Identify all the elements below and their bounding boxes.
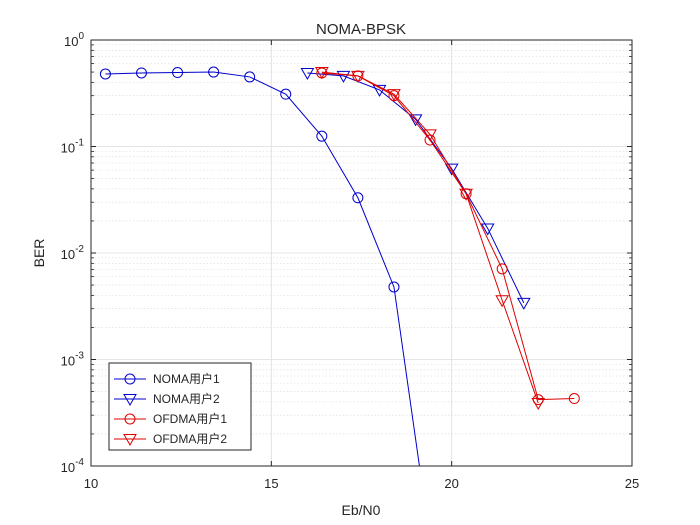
grid xyxy=(90,39,633,467)
x-axis-label: Eb/N0 xyxy=(342,502,381,518)
legend-label: NOMA用户2 xyxy=(153,391,220,406)
series-line xyxy=(105,71,420,466)
series-2 xyxy=(300,67,531,310)
data-point xyxy=(387,89,401,102)
data-point xyxy=(388,281,400,293)
y-tick-label: 10-3 xyxy=(61,351,85,369)
legend-marker xyxy=(124,373,136,385)
legend-label: OFDMA用户1 xyxy=(153,411,227,426)
data-point xyxy=(516,297,531,310)
axes: 10 15 20 25 10-4 10-3 10-2 10-1 100 xyxy=(61,31,640,491)
y-tick-label: 100 xyxy=(64,31,84,49)
data-point xyxy=(280,88,292,100)
data-point xyxy=(135,67,147,79)
series-line xyxy=(321,71,539,404)
data-point xyxy=(480,223,495,236)
data-point xyxy=(495,295,510,308)
data-point xyxy=(372,84,387,97)
y-tick-label: 10-4 xyxy=(61,457,85,475)
legend-marker xyxy=(124,413,136,425)
x-tick-label: 25 xyxy=(625,476,639,491)
y-tick-label: 10-2 xyxy=(61,244,85,262)
legend-label: OFDMA用户2 xyxy=(153,431,227,446)
series-4 xyxy=(314,67,546,411)
data-point xyxy=(408,114,423,127)
data-point xyxy=(316,130,328,142)
legend-marker xyxy=(123,394,137,407)
data-point xyxy=(531,398,546,411)
data-point xyxy=(208,66,220,78)
data-point xyxy=(423,129,437,142)
legend-box xyxy=(108,362,252,451)
y-tick-label: 10-1 xyxy=(61,138,85,156)
series-line xyxy=(307,72,525,304)
data-point xyxy=(568,393,580,405)
y-axis-label: BER xyxy=(31,239,47,268)
legend: NOMA用户1 NOMA用户2 OFDMA用户1 OFDMA用户2 xyxy=(108,362,252,451)
x-tick-label: 20 xyxy=(444,476,458,491)
data-point xyxy=(314,67,329,80)
data-point xyxy=(99,68,111,80)
legend-label: NOMA用户1 xyxy=(153,371,220,386)
x-tick-label: 15 xyxy=(264,476,278,491)
data-point xyxy=(459,188,473,201)
chart-title: NOMA-BPSK xyxy=(316,21,406,38)
series-layer xyxy=(99,66,580,466)
data-point xyxy=(244,71,256,83)
series-1 xyxy=(99,66,420,466)
data-point xyxy=(496,263,508,275)
data-point xyxy=(444,163,459,176)
data-point xyxy=(172,67,184,79)
data-point xyxy=(300,67,315,81)
axes-frame xyxy=(90,39,633,467)
x-tick-label: 10 xyxy=(84,476,98,491)
data-point xyxy=(336,70,351,83)
data-point xyxy=(352,192,364,204)
legend-marker xyxy=(123,434,137,447)
data-point xyxy=(351,70,365,83)
